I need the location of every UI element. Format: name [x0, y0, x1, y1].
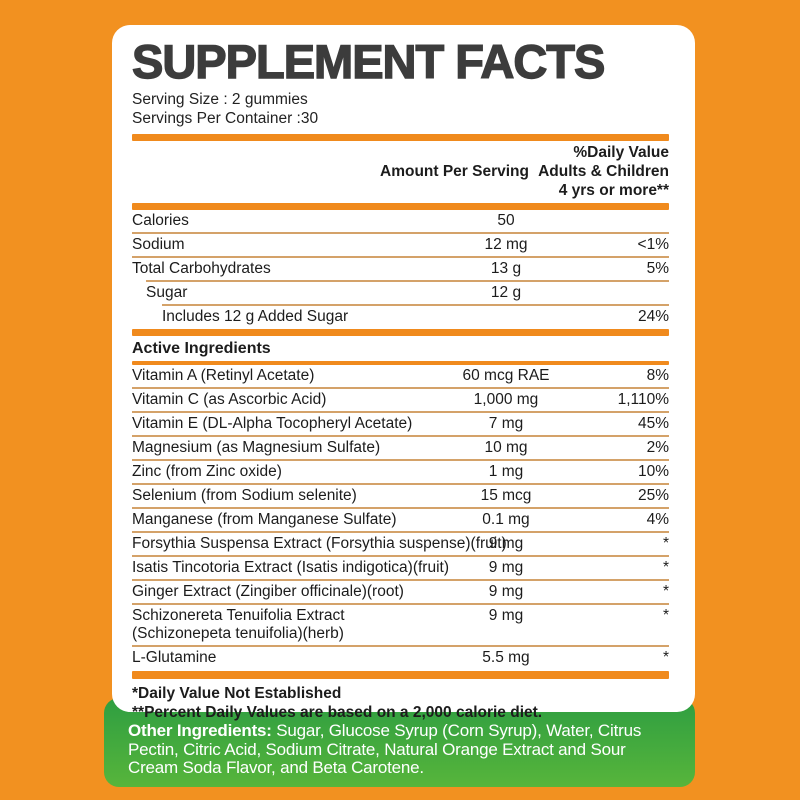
table-row: L-Glutamine 5.5 mg *	[132, 645, 669, 669]
amount-per-serving-header: Amount Per Serving	[380, 163, 529, 180]
nutrient-amount: 1 mg	[488, 463, 524, 480]
nutrient-name: Vitamin A (Retinyl Acetate)	[132, 367, 315, 384]
nutrient-daily-value: 10%	[637, 463, 669, 480]
nutrient-amount: 1,000 mg	[473, 391, 539, 408]
nutrient-daily-value: 2%	[646, 439, 669, 456]
serving-info: Serving Size : 2 gummies Servings Per Co…	[132, 90, 669, 128]
servings-per-container: Servings Per Container :30	[132, 110, 319, 127]
table-row: Vitamin C (as Ascorbic Acid) 1,000 mg 1,…	[132, 387, 669, 411]
nutrient-amount: 9 mg	[488, 583, 524, 600]
table-row: Includes 12 g Added Sugar 24%	[162, 304, 669, 328]
active-ingredients-heading: Active Ingredients	[132, 340, 271, 357]
table-row: Selenium (from Sodium selenite) 15 mcg 2…	[132, 483, 669, 507]
nutrient-amount: 12 mg	[484, 236, 528, 253]
nutrient-daily-value: 45%	[637, 415, 669, 432]
daily-value-header: %Daily Value Adults & Children 4 yrs or …	[529, 143, 669, 200]
supplement-facts-title: SUPPLEMENT FACTS	[131, 35, 606, 88]
footnotes: *Daily Value Not Established **Percent D…	[132, 684, 669, 722]
nutrient-name: Forsythia Suspensa Extract (Forsythia su…	[132, 535, 507, 552]
nutrient-name: Magnesium (as Magnesium Sulfate)	[132, 439, 381, 456]
table-row: Ginger Extract (Zingiber officinale)(roo…	[132, 579, 669, 603]
other-ingredients-label: Other Ingredients:	[128, 721, 272, 740]
nutrient-daily-value: <1%	[637, 236, 669, 253]
table-row: Schizonereta Tenuifolia Extract (Schizon…	[132, 603, 669, 645]
nutrient-amount: 10 mg	[484, 439, 528, 456]
nutrient-amount: 9 mg	[488, 607, 524, 624]
active-ingredient-rows: Vitamin A (Retinyl Acetate) 60 mcg RAE 8…	[132, 365, 669, 669]
table-row: Magnesium (as Magnesium Sulfate) 10 mg 2…	[132, 435, 669, 459]
nutrient-name: Ginger Extract (Zingiber officinale)(roo…	[132, 583, 404, 600]
nutrient-daily-value: 5%	[646, 260, 669, 277]
divider-bar-bottom	[132, 671, 669, 679]
nutrient-name: Sodium	[132, 236, 185, 253]
nutrient-name: Manganese (from Manganese Sulfate)	[132, 511, 397, 528]
table-row: Isatis Tincotoria Extract (Isatis indigo…	[132, 555, 669, 579]
nutrient-daily-value: 8%	[646, 367, 669, 384]
nutrient-name: Vitamin C (as Ascorbic Acid)	[132, 391, 327, 408]
nutrient-name: Zinc (from Zinc oxide)	[132, 463, 282, 480]
nutrient-name: Total Carbohydrates	[132, 260, 271, 277]
nutrient-amount: 12 g	[490, 284, 522, 301]
nutrient-daily-value: *	[662, 583, 669, 600]
nutrient-name: Includes 12 g Added Sugar	[162, 308, 349, 325]
nutrient-daily-value: *	[662, 559, 669, 576]
nutrient-amount: 9 mg	[488, 559, 524, 576]
other-ingredients-text: Sugar, Glucose Syrup (Corn Syrup), Water…	[128, 721, 642, 777]
table-row: Manganese (from Manganese Sulfate) 0.1 m…	[132, 507, 669, 531]
nutrient-amount: 13 g	[490, 260, 522, 277]
other-ingredients-panel: Other Ingredients: Sugar, Glucose Syrup …	[104, 698, 695, 787]
nutrient-daily-value: 1,110%	[617, 391, 669, 408]
nutrient-amount: 60 mcg RAE	[462, 367, 550, 384]
nutrient-name: Schizonereta Tenuifolia Extract (Schizon…	[132, 607, 345, 642]
divider-bar-active-top	[132, 329, 669, 336]
nutrient-daily-value: *	[662, 607, 669, 624]
nutrient-daily-value: 24%	[637, 308, 669, 325]
macro-rows: Calories 50 Sodium 12 mg <1% Total Carbo…	[132, 210, 669, 328]
table-row: Forsythia Suspensa Extract (Forsythia su…	[132, 531, 669, 555]
table-row: Total Carbohydrates 13 g 5%	[132, 256, 669, 280]
divider-bar-active-bottom	[132, 361, 669, 365]
table-row: Zinc (from Zinc oxide) 1 mg 10%	[132, 459, 669, 483]
nutrient-name: Calories	[132, 212, 189, 229]
supplement-facts-panel: SUPPLEMENT FACTS Serving Size : 2 gummie…	[112, 25, 695, 721]
divider-bar-header	[132, 203, 669, 210]
nutrient-name: L-Glutamine	[132, 649, 217, 666]
footnote-daily-value: *Daily Value Not Established	[132, 685, 342, 702]
nutrient-amount: 9 mg	[488, 535, 524, 552]
table-row: Sugar 12 g	[146, 280, 669, 304]
divider-bar-top	[132, 134, 669, 141]
table-row: Sodium 12 mg <1%	[132, 232, 669, 256]
nutrient-amount: 0.1 mg	[482, 511, 530, 528]
nutrient-name: Vitamin E (DL-Alpha Tocopheryl Acetate)	[132, 415, 413, 432]
nutrient-daily-value: *	[662, 535, 669, 552]
serving-size: Serving Size : 2 gummies	[132, 91, 308, 108]
table-header: Amount Per Serving %Daily Value Adults &…	[132, 141, 669, 203]
nutrient-amount: 7 mg	[488, 415, 524, 432]
nutrient-name: Sugar	[146, 284, 188, 301]
footnote-percent-dv: **Percent Daily Values are based on a 2,…	[132, 704, 543, 721]
nutrient-name: Isatis Tincotoria Extract (Isatis indigo…	[132, 559, 449, 576]
table-row: Vitamin E (DL-Alpha Tocopheryl Acetate) …	[132, 411, 669, 435]
nutrient-amount: 5.5 mg	[482, 649, 530, 666]
table-row: Calories 50	[132, 210, 669, 232]
daily-value-header-line2: Adults & Children	[538, 163, 669, 180]
table-row: Vitamin A (Retinyl Acetate) 60 mcg RAE 8…	[132, 365, 669, 387]
daily-value-header-line1: %Daily Value	[573, 144, 669, 161]
nutrient-daily-value: 4%	[646, 511, 669, 528]
nutrient-name: Selenium (from Sodium selenite)	[132, 487, 357, 504]
nutrient-daily-value: 25%	[637, 487, 669, 504]
nutrient-daily-value: *	[662, 649, 669, 666]
daily-value-header-line3: 4 yrs or more**	[558, 182, 669, 199]
nutrient-amount: 15 mcg	[480, 487, 532, 504]
nutrient-amount: 50	[497, 212, 515, 229]
